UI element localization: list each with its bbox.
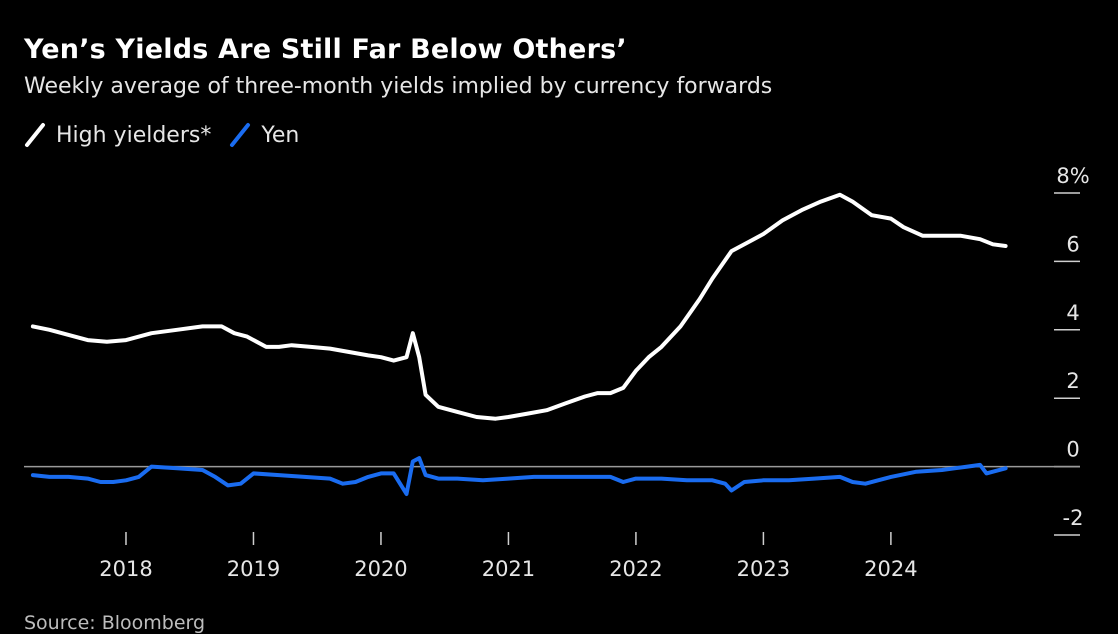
x-axis: 2018 2019 2020 2021 2022 2023 2024 bbox=[99, 532, 918, 581]
x-tick-label: 2024 bbox=[864, 557, 917, 581]
series-line-yen bbox=[30, 456, 1008, 496]
x-tick-label: 2021 bbox=[482, 557, 535, 581]
y-tick-label: 6 bbox=[1066, 232, 1079, 256]
source-note: Source: Bloomberg bbox=[24, 612, 206, 634]
legend-swatch-white-icon bbox=[25, 123, 45, 147]
legend-swatch-blue-icon bbox=[230, 123, 251, 147]
x-tick-label: 2019 bbox=[227, 557, 280, 581]
legend-label-high-yielders: High yielders* bbox=[56, 122, 212, 148]
chart-subtitle: Weekly average of three-month yields imp… bbox=[24, 74, 773, 99]
y-tick-label: 4 bbox=[1066, 301, 1079, 325]
y-tick-label: 0 bbox=[1066, 438, 1079, 462]
y-tick-label: 2 bbox=[1066, 369, 1079, 393]
series-line-high-yielders bbox=[30, 192, 1008, 421]
x-tick-label: 2022 bbox=[609, 557, 662, 581]
chart-title: Yen’s Yields Are Still Far Below Others’ bbox=[24, 34, 627, 65]
legend: High yielders* Yen bbox=[24, 122, 317, 148]
legend-item-yen: Yen bbox=[229, 122, 299, 148]
x-tick-label: 2023 bbox=[737, 557, 790, 581]
legend-label-yen: Yen bbox=[261, 122, 300, 148]
legend-item-high-yielders: High yielders* bbox=[24, 122, 211, 148]
series-group bbox=[30, 192, 1008, 496]
y-tick-label: -2 bbox=[1063, 506, 1084, 530]
x-tick-label: 2020 bbox=[354, 557, 407, 581]
x-tick-label: 2018 bbox=[99, 557, 152, 581]
y-axis: -2 0 2 4 6 8% bbox=[1054, 164, 1090, 536]
y-tick-label: 8% bbox=[1056, 164, 1089, 188]
